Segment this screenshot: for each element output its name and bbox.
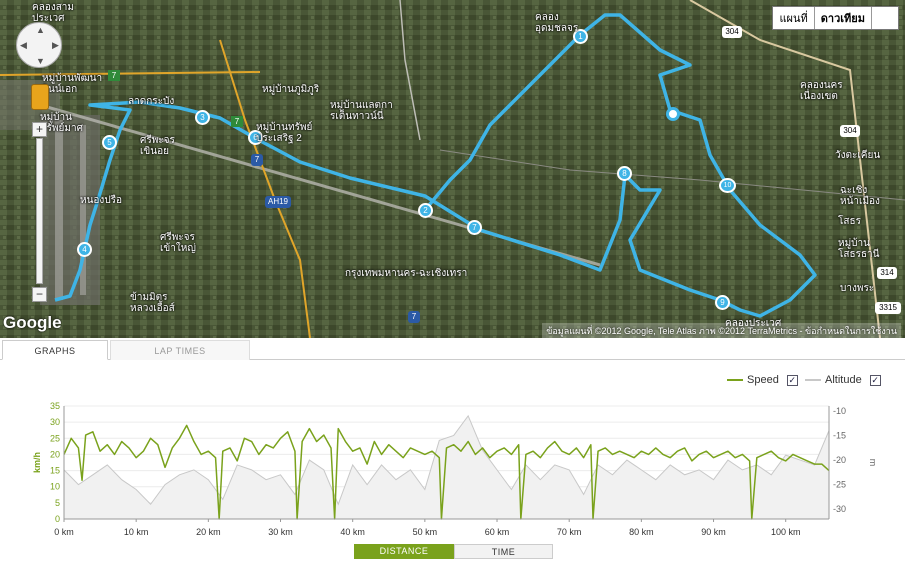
legend-speed-label: Speed xyxy=(747,374,779,386)
road-shield: 7 xyxy=(251,154,263,166)
place-label: หมู่บ้าน ทรัพย์มาศ xyxy=(40,112,83,134)
lap-marker-4[interactable]: 4 xyxy=(77,242,92,257)
left-tick-label: 20 xyxy=(50,449,60,459)
altitude-area xyxy=(64,415,829,519)
place-label: ศรีพะจร เขินอย xyxy=(140,135,175,157)
zoom-slider[interactable] xyxy=(36,138,43,284)
pan-down-icon[interactable]: ▼ xyxy=(36,56,45,66)
route-map[interactable]: 1 2 3 4 5 6 7 8 9 10 7 7 7 7 AH19 304 30… xyxy=(0,0,905,338)
place-label: หมู่บ้าน โสธรธานี xyxy=(838,238,880,260)
map-type-dropdown[interactable] xyxy=(872,7,898,29)
x-tick-label: 80 km xyxy=(629,527,654,537)
right-tick-label: -15 xyxy=(833,430,846,440)
panel-tabs: GRAPHS LAP TIMES xyxy=(0,338,905,360)
place-label: คลองนคร เนื่องเขต xyxy=(800,80,843,102)
map-type-satellite-button[interactable]: ดาวเทียม xyxy=(814,7,872,29)
place-label: หมู่บ้านภูมิภูริ xyxy=(262,84,320,95)
place-label: ศรีพะจร เข้าใหญ่ xyxy=(160,232,196,254)
legend-altitude: Altitude ✓ xyxy=(805,374,881,386)
place-label: โสธร xyxy=(838,216,861,227)
road-shield: 304 xyxy=(722,26,742,38)
x-tick-label: 0 km xyxy=(54,527,74,537)
altitude-swatch xyxy=(805,379,821,381)
x-tick-label: 70 km xyxy=(557,527,582,537)
lap-marker-10[interactable]: 10 xyxy=(719,178,736,193)
place-label: กรุงเทพมหานคร-ฉะเชิงเทรา xyxy=(345,268,468,279)
road-shield: 7 xyxy=(408,311,420,323)
place-label: ฉะเชิง หน้าเมือง xyxy=(840,185,880,207)
x-tick-label: 30 km xyxy=(268,527,293,537)
start-finish-marker[interactable] xyxy=(666,107,680,121)
place-label: หมู่บ้านพัฒนา อินน์เอก xyxy=(42,73,103,95)
pan-right-icon[interactable]: ▶ xyxy=(52,40,59,50)
speed-swatch xyxy=(727,379,743,381)
x-tick-label: 100 km xyxy=(771,527,801,537)
lap-marker-9[interactable]: 9 xyxy=(715,295,730,310)
altitude-checkbox[interactable]: ✓ xyxy=(869,374,881,386)
altitude-line xyxy=(63,414,830,506)
distance-toggle-button[interactable]: DISTANCE xyxy=(354,544,454,559)
lap-marker-3[interactable]: 3 xyxy=(195,110,210,125)
road-shield: 7 xyxy=(231,116,243,127)
right-tick-label: -20 xyxy=(833,455,846,465)
place-label: คลองสาม ประเวศ xyxy=(32,2,75,24)
left-tick-label: 25 xyxy=(50,433,60,443)
left-tick-label: 30 xyxy=(50,417,60,427)
pan-left-icon[interactable]: ◀ xyxy=(20,40,27,50)
place-label: หนองปรือ xyxy=(80,195,123,206)
satellite-imagery xyxy=(0,0,905,338)
road-shield: 314 xyxy=(877,267,897,279)
road-shield: 304 xyxy=(840,125,860,137)
map-type-control: แผนที่ ดาวเทียม xyxy=(772,6,899,30)
lap-marker-8[interactable]: 8 xyxy=(617,166,632,181)
x-tick-label: 90 km xyxy=(701,527,726,537)
pan-control[interactable]: ▲ ▼ ◀ ▶ xyxy=(16,22,62,68)
street-view-pegman-icon[interactable] xyxy=(31,84,49,110)
right-tick-label: -10 xyxy=(833,406,846,416)
zoom-out-button[interactable]: − xyxy=(32,287,47,302)
place-label: ลาดกระบัง xyxy=(128,96,175,107)
place-label: คลอง อุดมชลจร xyxy=(535,12,579,34)
lap-marker-2[interactable]: 2 xyxy=(418,203,433,218)
place-label: หมู่บ้านทรัพย์ ประเสริฐ 2 xyxy=(256,122,313,144)
map-type-map-button[interactable]: แผนที่ xyxy=(773,7,815,29)
road-shield: AH19 xyxy=(265,196,291,208)
road-shield: 3315 xyxy=(875,302,901,314)
pan-up-icon[interactable]: ▲ xyxy=(36,25,45,35)
place-label: ข้ามมิตร หลวงเอื้อส์ xyxy=(130,292,175,314)
time-toggle-button[interactable]: TIME xyxy=(454,544,553,559)
right-axis-label: m xyxy=(868,459,878,467)
map-copyright[interactable]: ข้อมูลแผนที่ ©2012 Google, Tele Atlas ภา… xyxy=(542,323,901,338)
left-axis-label: km/h xyxy=(32,452,42,473)
x-tick-label: 50 km xyxy=(413,527,438,537)
left-tick-label: 0 xyxy=(55,514,60,524)
place-label: บางพระ xyxy=(840,283,875,294)
right-tick-label: -25 xyxy=(833,480,846,490)
zoom-in-button[interactable]: + xyxy=(32,122,47,137)
x-tick-label: 40 km xyxy=(340,527,365,537)
road-shield: 7 xyxy=(108,70,120,81)
x-tick-label: 60 km xyxy=(485,527,510,537)
lap-marker-6[interactable]: 6 xyxy=(248,130,263,145)
tab-lap-times[interactable]: LAP TIMES xyxy=(110,340,250,360)
left-tick-label: 5 xyxy=(55,498,60,508)
left-tick-label: 35 xyxy=(50,401,60,411)
left-tick-label: 15 xyxy=(50,466,60,476)
right-tick-label: -30 xyxy=(833,504,846,514)
left-tick-label: 10 xyxy=(50,482,60,492)
x-tick-label: 10 km xyxy=(124,527,149,537)
lap-marker-5[interactable]: 5 xyxy=(102,135,117,150)
legend-altitude-label: Altitude xyxy=(825,374,862,386)
place-label: คลองประเวศ xyxy=(725,318,782,329)
place-label: หมู่บ้านแลตกา รเต็นทาวน์นี่ xyxy=(330,100,393,122)
google-logo: Google xyxy=(3,313,62,332)
lap-marker-1[interactable]: 1 xyxy=(573,29,588,44)
x-tick-label: 20 km xyxy=(196,527,221,537)
place-label: วังตะเคียน xyxy=(835,150,881,161)
speed-checkbox[interactable]: ✓ xyxy=(786,374,798,386)
tab-graphs[interactable]: GRAPHS xyxy=(2,340,108,360)
speed-altitude-chart[interactable]: 0 5 10 15 20 25 30 35 -10 -15 -20 -25 -30 0 km 10 km 20… xyxy=(0,392,905,542)
legend-speed: Speed ✓ xyxy=(727,374,798,386)
lap-marker-7[interactable]: 7 xyxy=(467,220,482,235)
